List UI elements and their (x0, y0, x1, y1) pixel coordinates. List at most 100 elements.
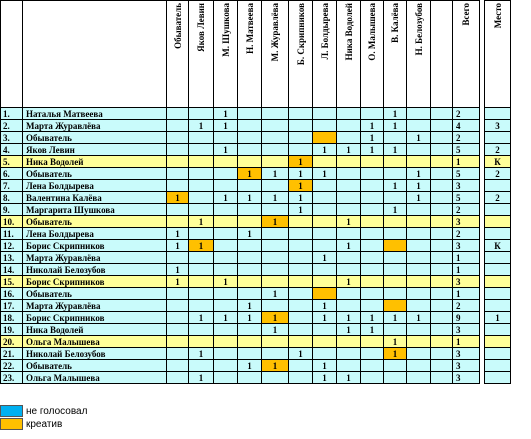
vote-cell (188, 335, 214, 348)
column-header-6: Б. Скрипников (295, 3, 306, 66)
row-title: Обыватель (22, 287, 167, 300)
vote-cell (261, 371, 289, 384)
column-header-8-cell: Ника Водолей (336, 0, 361, 108)
vote-cell (237, 335, 262, 348)
vote-cell (261, 107, 289, 120)
vote-cell: 1 (360, 311, 384, 324)
column-header-1: Обыватель (172, 3, 183, 49)
table-row: 14. Николай Белозубов 1 1 (0, 263, 511, 276)
spacer-cell (430, 107, 453, 120)
column-header-5: М. Журавлёва (270, 3, 280, 62)
row-number: 21. (0, 347, 23, 360)
place-cell (484, 203, 511, 216)
row-title: Борис Скрипников (22, 275, 167, 288)
total-cell: 3 (452, 323, 480, 336)
row-title: Борис Скрипников (22, 311, 167, 324)
vote-cell (312, 263, 337, 276)
vote-cell (166, 155, 189, 168)
vote-cell (406, 299, 431, 312)
vote-cell (237, 323, 262, 336)
vote-cell: 1 (213, 119, 238, 132)
row-title: Обыватель (22, 131, 167, 144)
column-header-9: О. Малышева (367, 3, 377, 61)
total-cell: 5 (452, 167, 480, 180)
row-number: 18. (0, 311, 23, 324)
row-number: 19. (0, 323, 23, 336)
table-row: 10. Обыватель 1 1 1 3 (0, 215, 511, 228)
vote-cell (261, 131, 289, 144)
spacer-cell (430, 119, 453, 132)
total-cell: 3 (452, 179, 480, 192)
column-header-2: Яков Левин (196, 3, 206, 52)
row-title: Марта Журавлёва (22, 251, 167, 264)
vote-cell: 1 (261, 167, 289, 180)
vote-cell (288, 359, 313, 372)
vote-cell (406, 287, 431, 300)
vote-cell (188, 131, 214, 144)
vote-cell (360, 251, 384, 264)
row-number: 1. (0, 107, 23, 120)
vote-cell (360, 263, 384, 276)
row-title: Обыватель (22, 359, 167, 372)
vote-cell: 1 (188, 215, 214, 228)
vote-cell: 1 (406, 167, 431, 180)
vote-cell: 1 (288, 167, 313, 180)
spacer-cell (430, 239, 453, 252)
vote-cell (166, 143, 189, 156)
vote-cell (383, 263, 407, 276)
vote-cell (312, 179, 337, 192)
vote-cell: 1 (166, 239, 189, 252)
vote-cell: 1 (213, 275, 238, 288)
row-number: 10. (0, 215, 23, 228)
vote-cell (406, 251, 431, 264)
header-row: Обыватель Яков Левин М. Шушкова Н. Матвеева… (0, 0, 511, 108)
row-number: 14. (0, 263, 23, 276)
vote-cell (237, 107, 262, 120)
vote-cell (360, 359, 384, 372)
place-cell: 2 (484, 191, 511, 204)
vote-cell (213, 371, 238, 384)
vote-cell (213, 335, 238, 348)
vote-cell (312, 323, 337, 336)
row-number: 6. (0, 167, 23, 180)
vote-cell: 1 (312, 143, 337, 156)
vote-cell (166, 107, 189, 120)
vote-cell (188, 287, 214, 300)
vote-cell (261, 347, 289, 360)
spacer-cell (430, 167, 453, 180)
vote-cell: 1 (336, 239, 361, 252)
vote-cell (261, 143, 289, 156)
place-cell (484, 359, 511, 372)
row-title: Валентина Калёва (22, 191, 167, 204)
vote-cell (406, 227, 431, 240)
vote-cell: 1 (360, 119, 384, 132)
vote-cell (237, 143, 262, 156)
vote-cell (360, 227, 384, 240)
total-header: Всего (461, 3, 471, 26)
vote-cell (288, 323, 313, 336)
vote-cell (261, 203, 289, 216)
row-title: Марта Журавлёва (22, 299, 167, 312)
vote-cell (336, 299, 361, 312)
vote-cell (360, 167, 384, 180)
vote-cell (312, 191, 337, 204)
row-title: Обыватель (22, 215, 167, 228)
vote-cell (166, 335, 189, 348)
vote-cell (288, 275, 313, 288)
vote-cell (383, 251, 407, 264)
place-cell: 2 (484, 143, 511, 156)
vote-cell (360, 299, 384, 312)
vote-cell (336, 287, 361, 300)
vote-cell: 1 (406, 191, 431, 204)
vote-cell: 1 (237, 167, 262, 180)
vote-cell (383, 299, 407, 312)
vote-cell (383, 167, 407, 180)
vote-cell: 1 (261, 287, 289, 300)
place-cell (484, 347, 511, 360)
row-number: 8. (0, 191, 23, 204)
place-cell (484, 227, 511, 240)
table-row: 3. Обыватель 1 1 2 (0, 131, 511, 144)
spacer-cell (430, 227, 453, 240)
table-row: 19. Ника Водолей 1 1 1 3 (0, 323, 511, 336)
vote-cell (336, 251, 361, 264)
